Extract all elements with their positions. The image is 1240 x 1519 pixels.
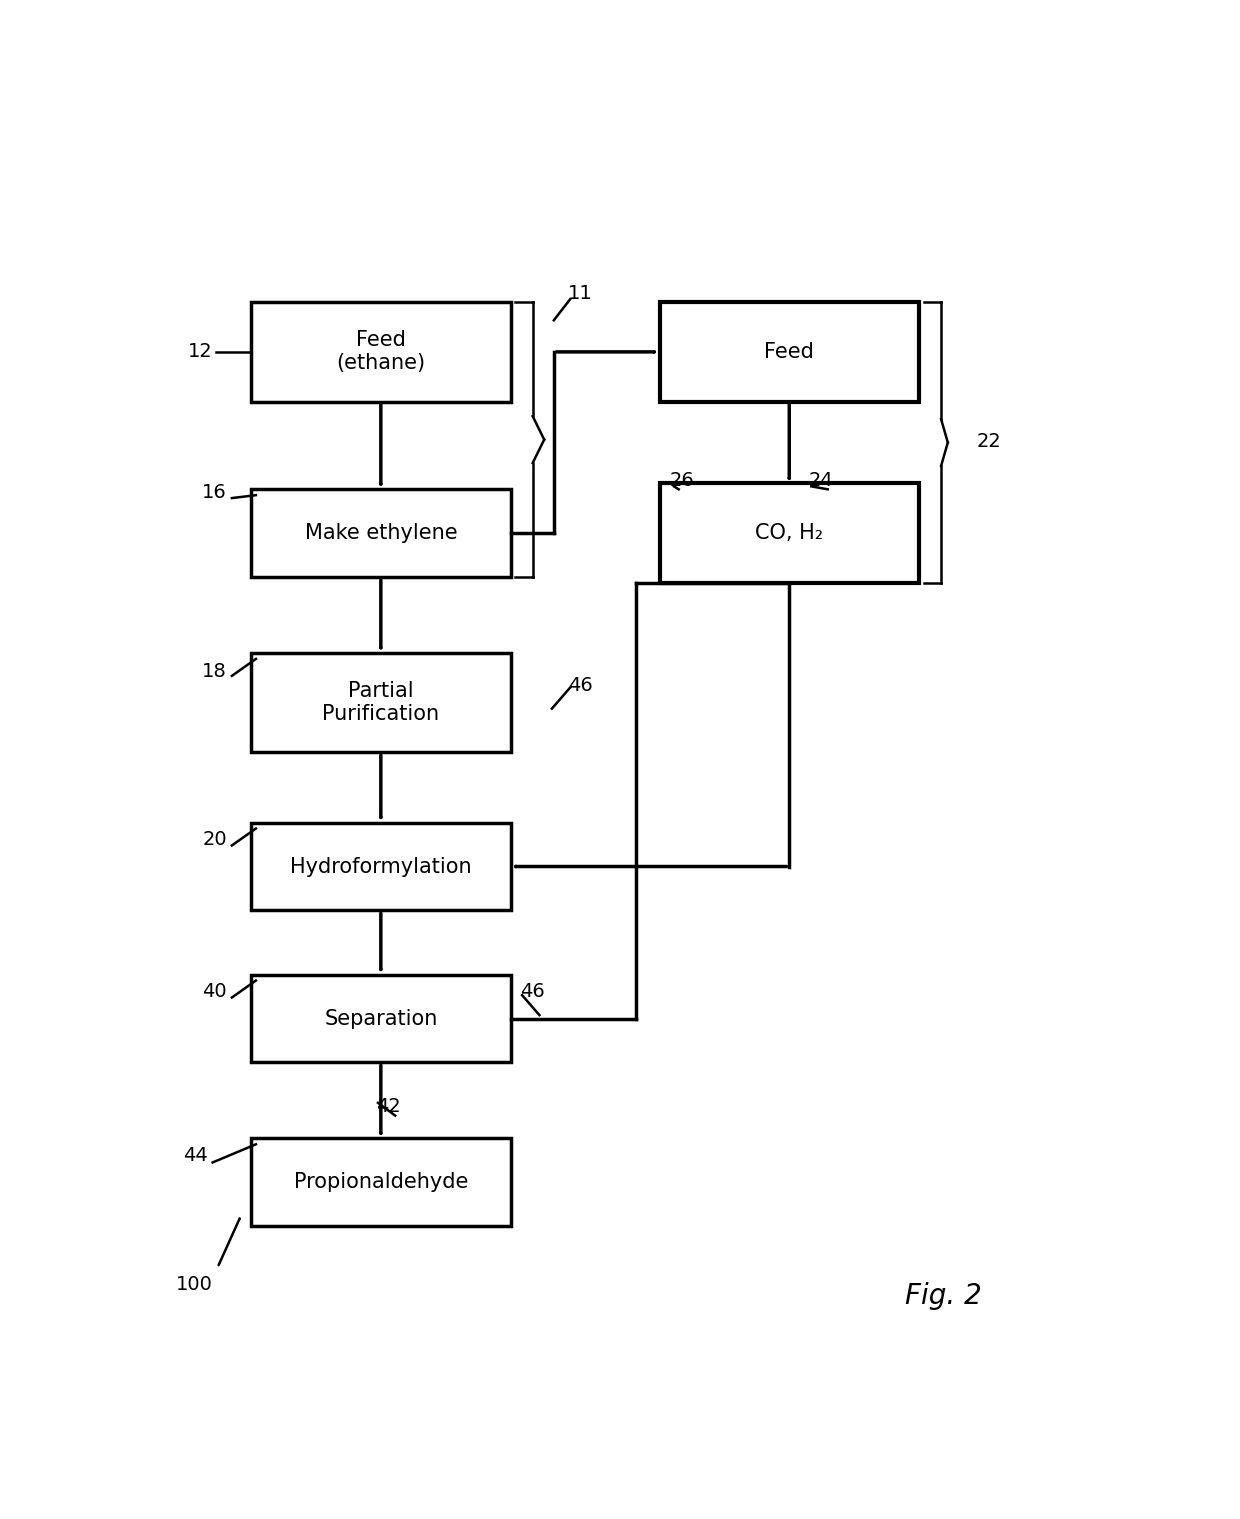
- FancyBboxPatch shape: [660, 302, 919, 401]
- Text: 44: 44: [184, 1145, 208, 1165]
- FancyBboxPatch shape: [250, 653, 511, 752]
- Text: 18: 18: [202, 662, 227, 681]
- Text: Hydroformylation: Hydroformylation: [290, 857, 471, 876]
- FancyBboxPatch shape: [250, 975, 511, 1062]
- Text: 100: 100: [176, 1274, 213, 1294]
- Text: Feed: Feed: [764, 342, 815, 362]
- FancyBboxPatch shape: [660, 483, 919, 583]
- Text: Partial
Purification: Partial Purification: [322, 681, 439, 725]
- FancyBboxPatch shape: [250, 302, 511, 401]
- Text: 24: 24: [808, 471, 833, 491]
- Text: 11: 11: [568, 284, 593, 302]
- Text: 40: 40: [202, 983, 227, 1001]
- Text: 22: 22: [977, 433, 1002, 451]
- Text: 42: 42: [376, 1097, 401, 1116]
- FancyBboxPatch shape: [250, 823, 511, 910]
- Text: 16: 16: [202, 483, 227, 501]
- Text: Feed
(ethane): Feed (ethane): [336, 330, 425, 374]
- Text: 20: 20: [202, 829, 227, 849]
- Text: CO, H₂: CO, H₂: [755, 523, 823, 544]
- Text: Fig. 2: Fig. 2: [905, 1282, 981, 1309]
- Text: Make ethylene: Make ethylene: [305, 523, 458, 544]
- FancyBboxPatch shape: [250, 1138, 511, 1226]
- Text: Propionaldehyde: Propionaldehyde: [294, 1173, 467, 1192]
- Text: 26: 26: [670, 471, 694, 491]
- Text: 46: 46: [568, 676, 593, 694]
- Text: 12: 12: [188, 342, 213, 362]
- Text: Separation: Separation: [324, 1009, 438, 1028]
- Text: 46: 46: [521, 983, 544, 1001]
- FancyBboxPatch shape: [250, 489, 511, 577]
